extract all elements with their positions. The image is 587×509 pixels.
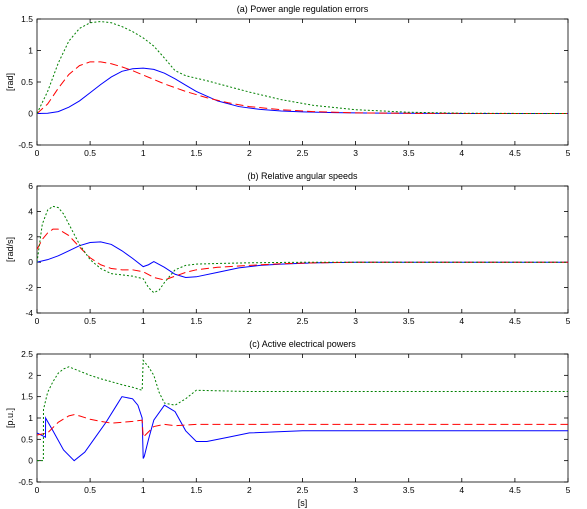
series-line-2 [37, 414, 568, 439]
x-tick-label: 4 [459, 148, 464, 158]
y-tick-label: -2 [25, 283, 33, 293]
y-tick-label: 2 [28, 370, 33, 380]
x-tick-label: 5 [566, 316, 571, 326]
y-tick-label: 1.5 [21, 392, 33, 402]
y-tick-label: 4 [28, 206, 33, 216]
x-tick-label: 4 [459, 485, 464, 495]
chart-title: (b) Relative angular speeds [247, 171, 358, 181]
x-tick-label: 2.5 [297, 485, 309, 495]
x-tick-label: 1 [141, 148, 146, 158]
x-tick-label: 4.5 [509, 316, 521, 326]
x-tick-label: 3 [353, 316, 358, 326]
series-line-3 [37, 359, 568, 462]
y-tick-label: 1 [28, 46, 33, 56]
y-axis-label: [rad] [5, 73, 15, 91]
y-tick-label: 0 [28, 109, 33, 119]
plot-area [36, 353, 569, 483]
series-line-3 [37, 21, 568, 114]
subplot-3: (c) Active electrical powers 0 0.5 1 1.5 2 2.5… [5, 339, 571, 508]
x-tick-label: 0 [35, 316, 40, 326]
x-tick-label: 2.5 [297, 316, 309, 326]
x-tick-label: 0.5 [84, 316, 96, 326]
subplot-1: (a) Power angle regulation errors 0 0.5 1 1.… [5, 4, 571, 158]
x-tick-label: 2.5 [297, 148, 309, 158]
x-tick-label: 2 [247, 485, 252, 495]
y-tick-label: 0.5 [21, 77, 33, 87]
x-tick-label: 3 [353, 485, 358, 495]
x-tick-label: 3.5 [403, 485, 415, 495]
y-tick-label: -4 [25, 308, 33, 318]
x-axis-label: [s] [298, 498, 308, 508]
x-tick-label: 5 [566, 148, 571, 158]
x-tick-label: 1 [141, 316, 146, 326]
series-line-2 [37, 61, 568, 114]
chart-title: (c) Active electrical powers [249, 339, 356, 349]
y-axis-label: [rad/s] [5, 237, 15, 262]
x-tick-label: 1 [141, 485, 146, 495]
x-tick-label: 4.5 [509, 485, 521, 495]
x-tick-label: 1.5 [190, 485, 202, 495]
x-tick-label: 0 [35, 148, 40, 158]
x-tick-label: 0.5 [84, 148, 96, 158]
x-tick-label: 1.5 [190, 148, 202, 158]
y-tick-label: -0.5 [18, 477, 33, 487]
series-line-1 [37, 396, 568, 462]
plot-area [36, 18, 569, 146]
x-tick-label: 0.5 [84, 485, 96, 495]
subplot-2: (b) Relative angular speeds 0 0.5 1 1.5 2 2.5 3… [5, 171, 571, 326]
x-tick-label: 4 [459, 316, 464, 326]
x-tick-label: 0 [35, 485, 40, 495]
x-tick-label: 3.5 [403, 148, 415, 158]
x-tick-label: 2 [247, 316, 252, 326]
y-tick-label: 1 [28, 413, 33, 423]
x-tick-label: 2 [247, 148, 252, 158]
series-line-1 [37, 241, 568, 278]
y-tick-label: 2 [28, 232, 33, 242]
y-axis-label: [p.u.] [5, 408, 15, 428]
y-tick-label: -0.5 [18, 140, 33, 150]
chart-title: (a) Power angle regulation errors [237, 4, 369, 14]
y-tick-label: 6 [28, 181, 33, 191]
y-tick-label: 0 [28, 456, 33, 466]
y-tick-label: 0.5 [21, 434, 33, 444]
x-tick-label: 1.5 [190, 316, 202, 326]
y-tick-label: 2.5 [21, 349, 33, 359]
x-tick-label: 5 [566, 485, 571, 495]
x-tick-label: 3 [353, 148, 358, 158]
plot-area [36, 185, 569, 314]
x-tick-label: 3.5 [403, 316, 415, 326]
x-tick-label: 4.5 [509, 148, 521, 158]
y-tick-label: 1.5 [21, 14, 33, 24]
series-line-2 [37, 228, 568, 281]
y-tick-label: 0 [28, 257, 33, 267]
